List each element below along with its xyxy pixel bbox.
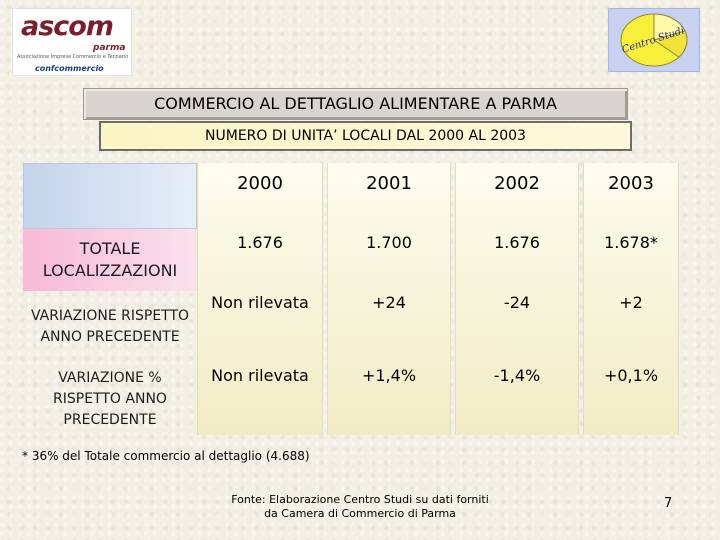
table-cell: 1.700 <box>366 233 412 252</box>
footnote: * 36% del Totale commercio al dettaglio … <box>22 449 310 463</box>
pie-chart-logo-icon: Centro Studi <box>620 13 688 67</box>
row-label-totale: TOTALE LOCALIZZAZIONI <box>23 229 197 291</box>
table-cell: Non rilevata <box>211 366 309 385</box>
confcommercio-logo: confcommercio <box>35 64 104 73</box>
source-line: Fonte: Elaborazione Centro Studi su dati… <box>231 493 489 506</box>
row-label-variazione: VARIAZIONE RISPETTO ANNO PRECEDENTE <box>30 308 190 345</box>
table-cell: Non rilevata <box>211 293 309 312</box>
page-title: COMMERCIO AL DETTAGLIO ALIMENTARE A PARM… <box>83 88 628 120</box>
column-2002 <box>455 163 579 435</box>
column-2003 <box>583 163 679 435</box>
table-cell: 1.678* <box>604 233 658 252</box>
centro-studi-logo: Centro Studi <box>608 8 700 72</box>
ascom-wordmark: ascom <box>21 11 114 42</box>
table-cell: +24 <box>372 293 406 312</box>
table-corner-cell <box>23 163 197 229</box>
source-note: Fonte: Elaborazione Centro Studi su dati… <box>190 493 530 521</box>
page-number: 7 <box>664 496 673 511</box>
row-label-variazione-pct: VARIAZIONE % RISPETTO ANNO PRECEDENTE <box>53 369 167 428</box>
column-2000 <box>197 163 323 435</box>
table-cell: +0,1% <box>603 366 659 385</box>
year-header: 2001 <box>366 173 412 194</box>
table-cell: 1.676 <box>237 233 283 252</box>
source-line: da Camera di Commercio di Parma <box>264 507 456 520</box>
table-cell: -24 <box>503 293 531 312</box>
page-subtitle: NUMERO DI UNITA’ LOCALI DAL 2000 AL 2003 <box>99 121 632 151</box>
column-2001 <box>327 163 451 435</box>
ascom-tagline: Associazione Imprese Commercio e Terziar… <box>17 54 129 60</box>
ascom-city: parma <box>93 43 126 53</box>
year-header: 2003 <box>608 173 654 194</box>
table-cell: +2 <box>619 293 643 312</box>
year-header: 2002 <box>494 173 540 194</box>
ascom-logo: ascom parma Associazione Imprese Commerc… <box>12 8 132 76</box>
table-cell: -1,4% <box>493 366 541 385</box>
table-cell: 1.676 <box>494 233 540 252</box>
year-header: 2000 <box>237 173 283 194</box>
table-cell: +1,4% <box>361 366 417 385</box>
data-table: TOTALE LOCALIZZAZIONI VARIAZIONE RISPETT… <box>23 163 679 435</box>
